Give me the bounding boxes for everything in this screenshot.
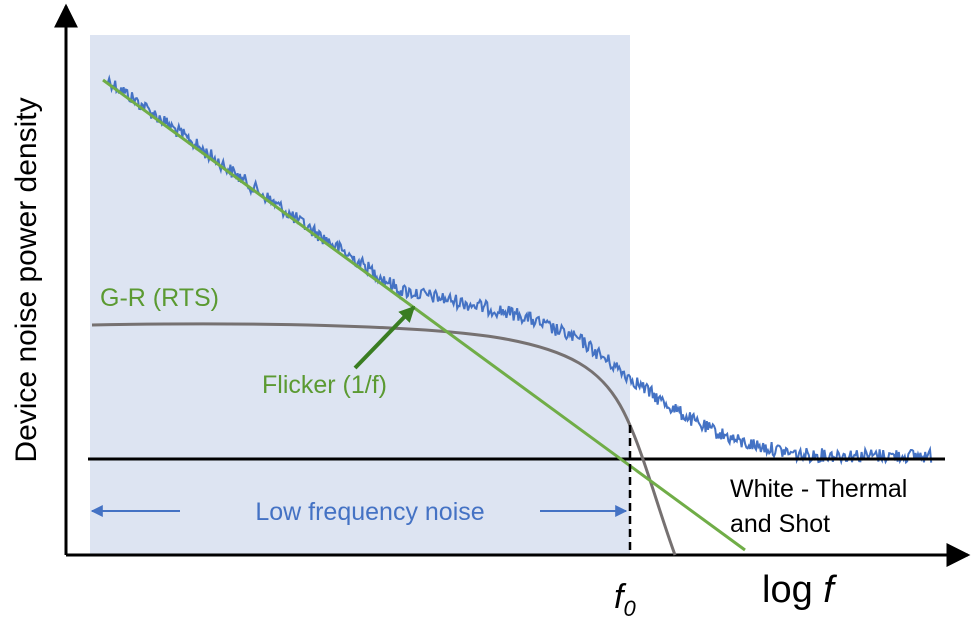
gr-curve — [91, 322, 677, 556]
x-axis-prefix: log — [762, 569, 813, 611]
white-label-line: and Shot — [730, 510, 830, 538]
white-label-line: White - Thermal — [730, 475, 907, 503]
x-axis-variable: f — [823, 569, 837, 611]
flicker-line — [102, 78, 746, 552]
low-frequency-region — [90, 35, 630, 555]
gr-label: G-R (RTS) — [100, 284, 219, 312]
y-axis-label: Device noise power density — [10, 97, 43, 462]
flicker-label: Flicker (1/f) — [262, 371, 387, 399]
x-axis-label: log f — [762, 569, 837, 611]
corner-frequency-label: f0 — [614, 578, 636, 621]
region-label: Low frequency noise — [255, 498, 484, 526]
flicker-pointer — [353, 305, 416, 370]
corner-frequency-subscript: 0 — [623, 596, 636, 621]
measured-noise-curve — [107, 74, 933, 466]
